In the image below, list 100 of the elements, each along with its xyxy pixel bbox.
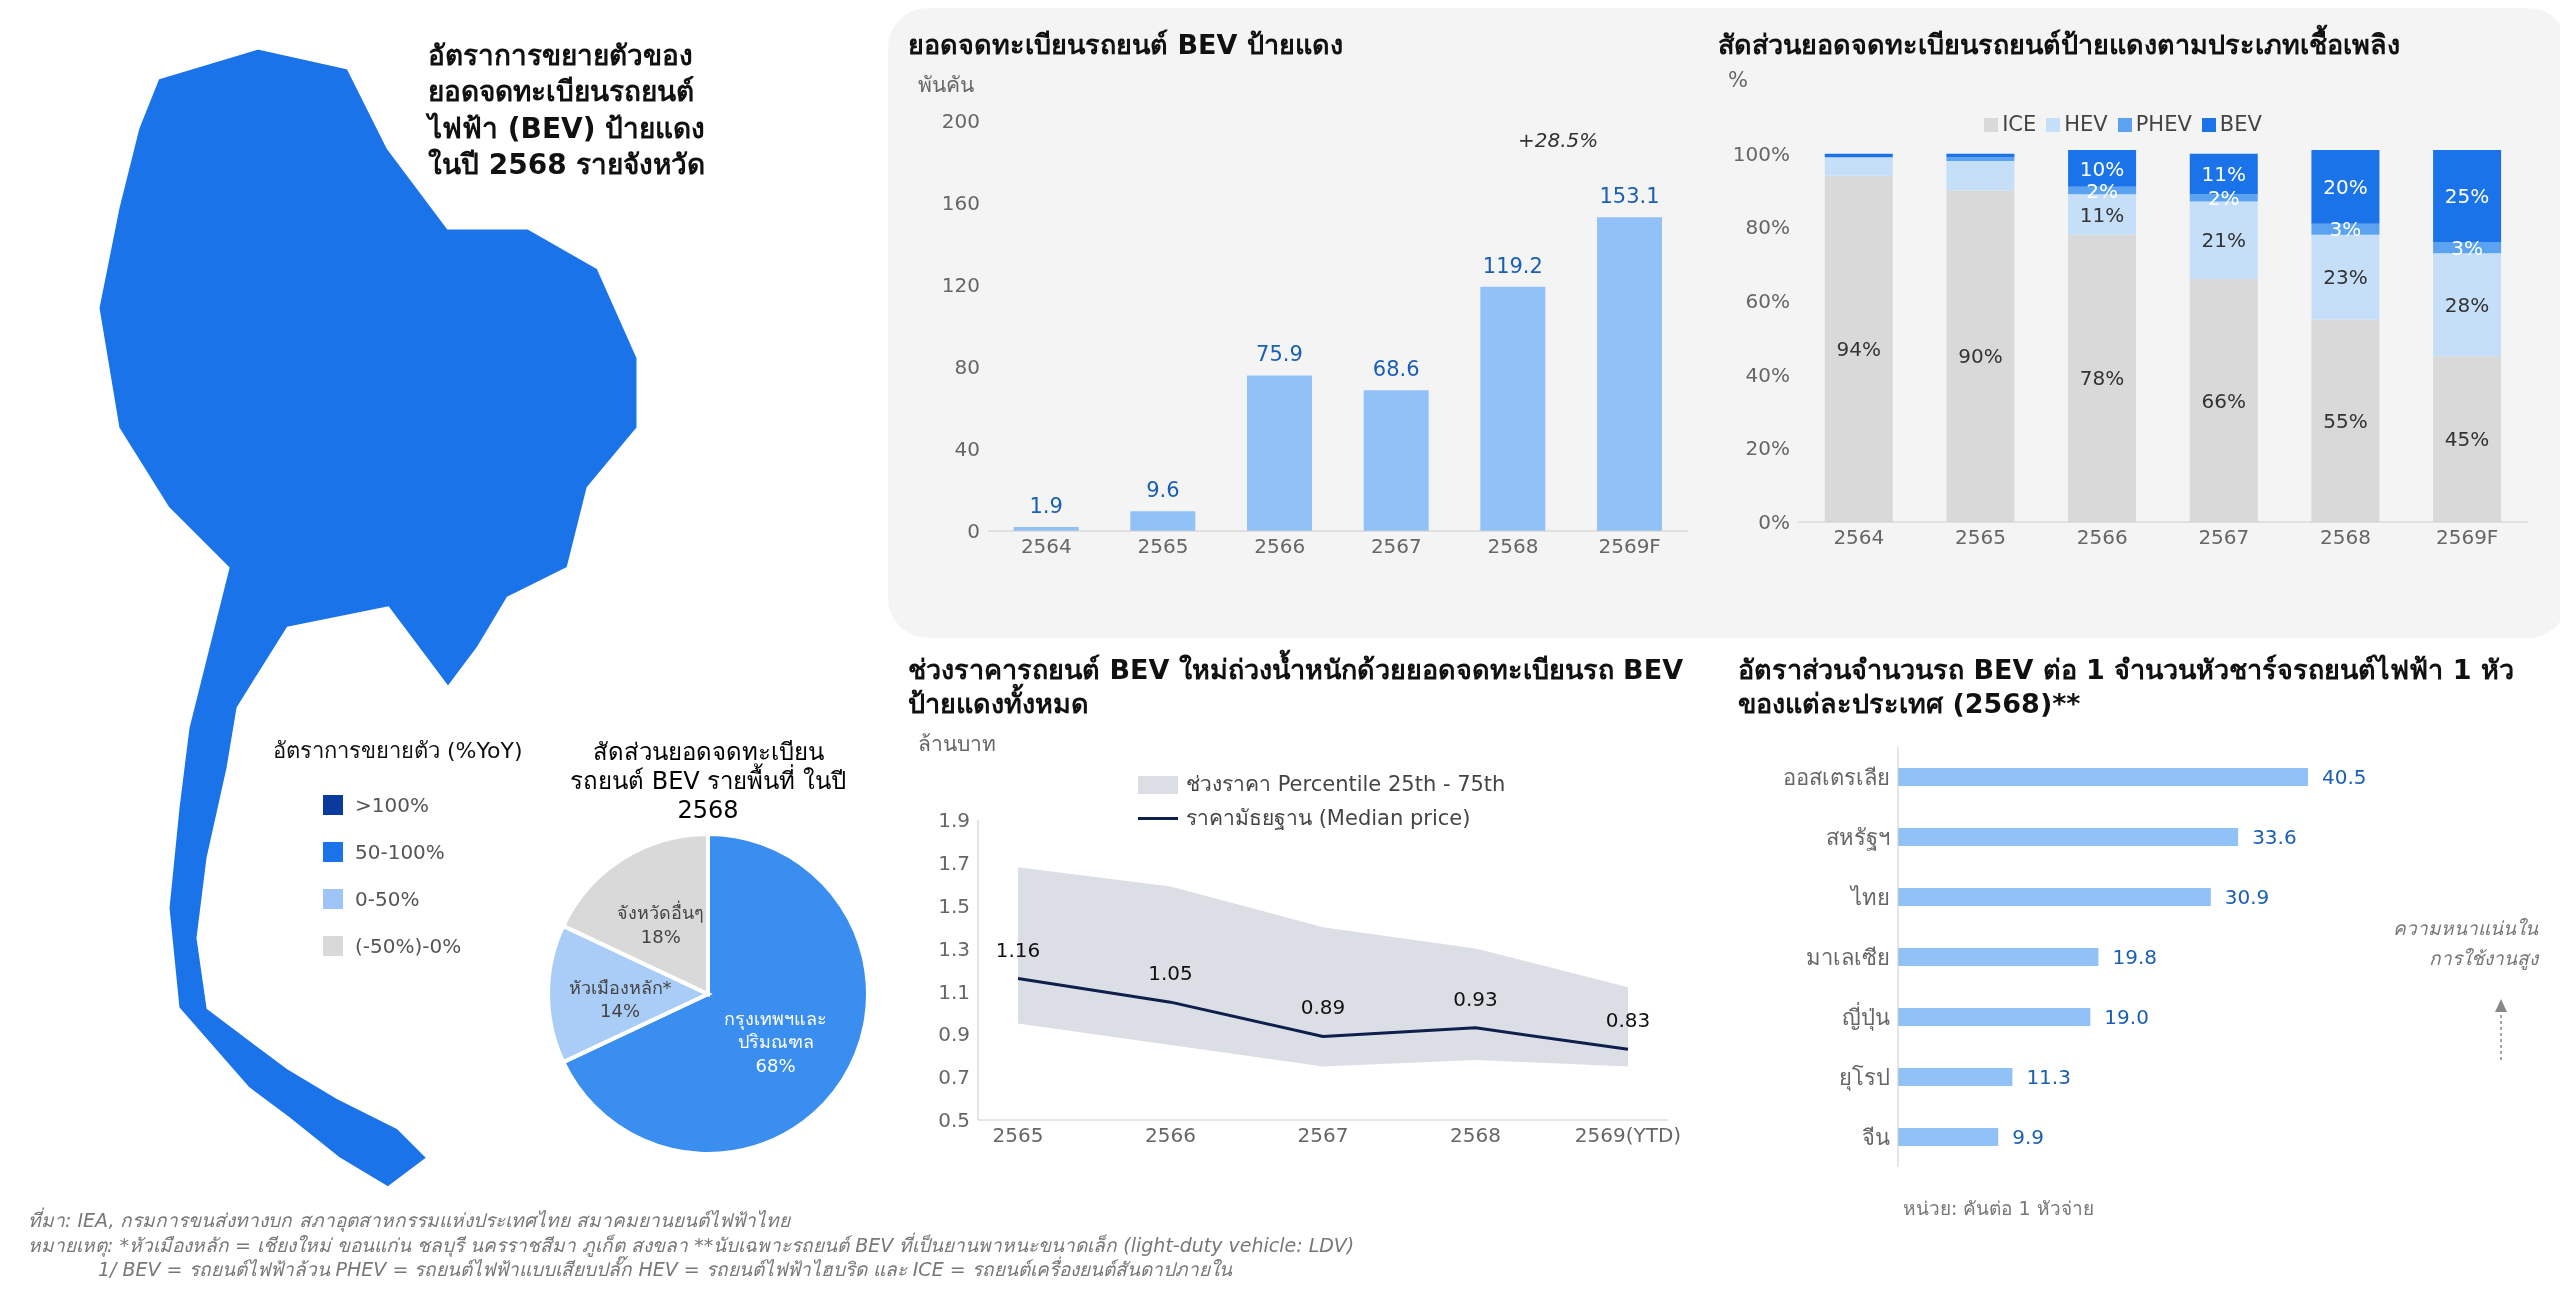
bar bbox=[1597, 216, 1662, 531]
y-tick-label: 160 bbox=[941, 190, 980, 215]
x-tick-label: 2564 bbox=[1020, 533, 1072, 558]
y-tick-label: สหรัฐฯ bbox=[1826, 824, 1890, 851]
bar bbox=[2433, 356, 2502, 522]
slice-label: จังหวัดอื่นๆ bbox=[616, 901, 706, 926]
y-axis-title: พันคัน bbox=[918, 72, 974, 97]
category-label: 50-100% bbox=[355, 840, 445, 864]
x-tick-label: 2565 bbox=[1955, 524, 2006, 549]
category-label: 0-50% bbox=[355, 887, 420, 911]
data-label: 3% bbox=[2451, 235, 2483, 260]
bar bbox=[1824, 157, 1893, 176]
bar bbox=[1946, 160, 2015, 191]
text: หมายเหตุ: *หัวเมืองหลัก = เชียงใหม่ ขอนแก่น ชลบุรี นครราชสีมา ภูเก็ต สงขลา **นับเฉพาะรถยนต์ BEV ที่เป็นยานพาหนะขนาดเล็ก (light-duty vehicle: LDV) bbox=[28, 1233, 1355, 1256]
data-label: 19.0 bbox=[2104, 1004, 2149, 1029]
data-label: 11% bbox=[2201, 161, 2246, 186]
y-tick-label: ญี่ปุ่น bbox=[1842, 1001, 1890, 1031]
x-tick-label: 2566 bbox=[2076, 524, 2128, 549]
data-label: 40.5 bbox=[2322, 764, 2367, 789]
x-tick-label: 2569F bbox=[1598, 533, 1661, 558]
data-label: 14% bbox=[599, 999, 641, 1023]
bar bbox=[2311, 149, 2380, 224]
data-label: 18% bbox=[639, 925, 682, 949]
bar bbox=[2189, 278, 2258, 522]
data-label: 23% bbox=[2323, 264, 2368, 289]
text: หน่วย: คันต่อ 1 หัวจ่าย bbox=[1903, 1197, 2094, 1219]
data-label: 45% bbox=[2444, 426, 2490, 451]
x-tick-label: 2566 bbox=[1254, 533, 1306, 558]
bar bbox=[2311, 319, 2380, 522]
category-label: (-50%)-0% bbox=[355, 934, 462, 958]
data-label: 78% bbox=[2079, 366, 2125, 391]
y-tick-label: ออสเตรเลีย bbox=[1783, 764, 1890, 790]
x-tick-label: 2568 bbox=[2320, 524, 2371, 549]
y-tick-label: 0% bbox=[1758, 509, 1790, 534]
x-tick-label: 2567 bbox=[2198, 524, 2250, 549]
y-tick-label: 0.5 bbox=[938, 1107, 970, 1132]
y-axis-title: ล้านบาท bbox=[918, 731, 996, 756]
data-label: 55% bbox=[2323, 408, 2368, 433]
data-label: 9.6 bbox=[1146, 478, 1180, 503]
x-tick-label: 2564 bbox=[1833, 524, 1885, 549]
data-label: 3% bbox=[2329, 217, 2362, 242]
text: ความหนาแน่นในการใช้งานสูง bbox=[2393, 917, 2538, 969]
bar bbox=[1363, 390, 1429, 531]
y-tick-label: 0.9 bbox=[938, 1021, 970, 1046]
data-label: 0.83 bbox=[1605, 1007, 1651, 1032]
bar bbox=[1898, 887, 2211, 906]
data-label: 75.9 bbox=[1256, 342, 1303, 367]
bar bbox=[2433, 149, 2502, 242]
legend-label: ราคามัธยฐาน (Median price) bbox=[1186, 804, 1471, 832]
y-tick-label: 1.5 bbox=[938, 893, 970, 918]
y-tick-label: 0 bbox=[967, 518, 980, 543]
y-tick-label: ยุโรป bbox=[1839, 1064, 1890, 1091]
chart-title: อัตราส่วนจำนวนรถ BEV ต่อ 1 จำนวนหัวชาร์จรถยนต์ไฟฟ้า 1 หัว ของแต่ละประเทศ (2568)** bbox=[1738, 654, 2514, 719]
y-tick-label: 40% bbox=[1745, 362, 1790, 387]
data-label: 33.6 bbox=[2252, 824, 2297, 849]
legend-label: ICE bbox=[2002, 111, 2037, 136]
y-tick-label: 40 bbox=[954, 436, 980, 461]
y-tick-label: 1.7 bbox=[938, 850, 970, 875]
text: ที่มา: IEA, กรมการขนส่งทางบก สภาอุตสาหกรรมแห่งประเทศไทย สมาคมยานยนต์ไฟฟ้าไทย bbox=[28, 1209, 790, 1231]
x-tick-label: 2569(YTD) bbox=[1574, 1122, 1682, 1147]
x-tick-label: 2568 bbox=[1450, 1122, 1501, 1147]
data-label: 11% bbox=[2079, 202, 2125, 227]
bar bbox=[1946, 190, 2015, 522]
bar bbox=[1130, 511, 1196, 531]
y-tick-label: 80% bbox=[1745, 215, 1790, 240]
data-label: 10% bbox=[2079, 156, 2125, 181]
x-tick-label: 2566 bbox=[1145, 1122, 1196, 1147]
data-label: 21% bbox=[2201, 228, 2246, 253]
bar bbox=[1824, 175, 1893, 522]
bar bbox=[1898, 1007, 2091, 1026]
x-tick-label: 2565 bbox=[992, 1122, 1044, 1147]
x-tick-label: 2569F bbox=[2435, 524, 2499, 549]
y-tick-label: 200 bbox=[941, 108, 980, 133]
y-tick-label: 1.3 bbox=[938, 936, 970, 961]
y-tick-label: 120 bbox=[941, 272, 980, 297]
y-tick-label: จีน bbox=[1862, 1124, 1890, 1150]
y-tick-label: 100% bbox=[1732, 141, 1790, 166]
y-tick-label: ไทย bbox=[1849, 884, 1890, 910]
slice-label: กรุงเทพฯและปริมณฑล bbox=[723, 1007, 829, 1054]
text: ช่วงราคา Percentile 25th - 75th bbox=[1186, 771, 1506, 798]
data-label: 1.9 bbox=[1029, 493, 1063, 518]
y-axis-title: % bbox=[1728, 67, 1748, 92]
data-label: 28% bbox=[2444, 292, 2490, 317]
bar bbox=[1247, 375, 1312, 531]
data-label: 1.05 bbox=[1148, 960, 1193, 985]
data-label: 25% bbox=[2444, 183, 2490, 208]
data-label: 30.9 bbox=[2224, 884, 2270, 909]
data-label: 0.89 bbox=[1300, 994, 1346, 1019]
y-tick-label: 0.7 bbox=[938, 1064, 970, 1089]
data-label: 0.93 bbox=[1453, 986, 1498, 1011]
data-label: 66% bbox=[2201, 388, 2246, 413]
category-label: >100% bbox=[355, 793, 429, 817]
x-tick-label: 2567 bbox=[1297, 1122, 1349, 1147]
x-tick-label: 2567 bbox=[1370, 533, 1422, 558]
y-tick-label: 20% bbox=[1745, 436, 1790, 461]
bar bbox=[1480, 286, 1546, 531]
bar bbox=[1898, 827, 2239, 846]
bar bbox=[1898, 1067, 2013, 1086]
data-label: 9.9 bbox=[2012, 1124, 2045, 1149]
text: 1/ BEV = รถยนต์ไฟฟ้าล้วน PHEV = รถยนต์ไฟฟ้าแบบเสียบปลั๊ก HEV = รถยนต์ไฟฟ้าไฮบริด และ ICE = รถยนต์เครื่องยนต์สันดาปภายใน bbox=[98, 1258, 1232, 1281]
